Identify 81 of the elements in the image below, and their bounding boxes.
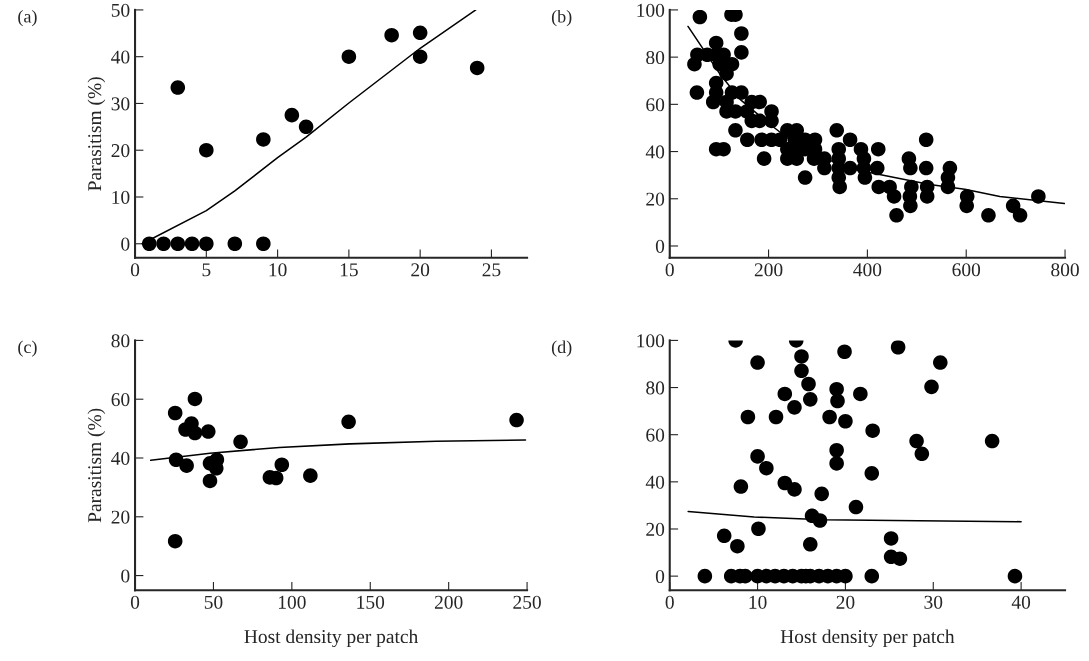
x-tick-label: 10 [269,263,287,277]
x-tick-label: 250 [513,595,541,609]
y-tick-label: 60 [111,393,130,407]
point [284,107,300,123]
y-tick-label: 20 [646,192,665,206]
x-tick-label: 40 [1011,595,1031,609]
y-tick-label: 60 [646,98,665,112]
y-tick-label: 0 [121,237,130,251]
y-tick-label: 0 [655,569,665,584]
y-tick-label: 40 [645,145,665,159]
y-tick-label: 10 [112,190,130,204]
point [233,434,248,450]
x-tick-label: 10 [749,595,767,609]
point [170,236,186,252]
y-axis-title: Parasitism (%) [87,77,106,191]
chart-title: (a) [18,9,37,27]
x-tick-label: 15 [340,263,358,277]
y-tick-label: 20 [111,510,130,524]
x-tick-label: 800 [1051,263,1079,277]
y-tick-label: 0 [121,569,130,583]
y-tick-label: 80 [111,334,130,348]
point [184,236,200,252]
x-tick-label: 200 [434,595,463,609]
x-axis-title: Host density per patch [780,629,955,648]
y-tick-label: 40 [645,475,665,489]
x-tick-label: 400 [853,263,882,277]
y-tick-label: 50 [111,3,130,17]
x-tick-label: 0 [665,595,674,609]
point [167,405,183,421]
point [298,119,314,135]
x-tick-label: 5 [202,263,211,277]
x-tick-label: 200 [754,263,783,277]
y-tick-label: 100 [637,334,665,348]
point [199,142,214,158]
y-tick-label: 80 [646,381,665,395]
point [303,468,318,483]
point [170,80,186,95]
point [187,425,203,441]
point [509,412,524,428]
x-tick-label: 20 [836,595,855,609]
point [256,132,271,147]
point [274,457,290,473]
x-tick-label: 150 [357,595,385,609]
point [202,473,218,489]
chart-title: (d) [551,340,572,357]
y-tick-label: 80 [646,50,665,65]
point [412,49,428,64]
point [187,391,203,407]
x-tick-label: 30 [924,595,943,609]
x-tick-label: 0 [665,263,674,277]
point [341,414,356,430]
y-tick-label: 40 [111,50,130,64]
point [469,60,485,76]
point [256,236,271,252]
x-tick-label: 100 [278,595,306,609]
x-tick-label: 0 [130,263,140,277]
point [200,424,216,439]
y-tick-label: 20 [111,144,130,158]
point [227,236,243,252]
y-tick-label: 0 [655,239,665,253]
point [384,27,399,43]
y-tick-label: 60 [646,428,665,442]
x-tick-label: 0 [130,595,140,609]
y-tick-label: 100 [637,3,665,17]
chart-title: (b) [551,9,572,27]
point [341,49,357,64]
x-tick-label: 600 [952,263,981,277]
x-axis-title: Host density per patch [244,629,419,648]
x-tick-label: 20 [411,263,430,277]
point [156,236,171,252]
x-tick-label: 50 [204,595,223,609]
y-tick-label: 30 [111,97,130,111]
y-tick-label: 20 [646,522,665,536]
point [412,25,428,41]
point [199,236,214,252]
point [167,533,183,549]
y-tick-label: 40 [111,451,130,465]
point [179,458,194,473]
y-axis-title: Parasitism (%) [87,408,106,523]
chart-title: (c) [18,340,37,357]
x-tick-label: 25 [482,263,501,277]
